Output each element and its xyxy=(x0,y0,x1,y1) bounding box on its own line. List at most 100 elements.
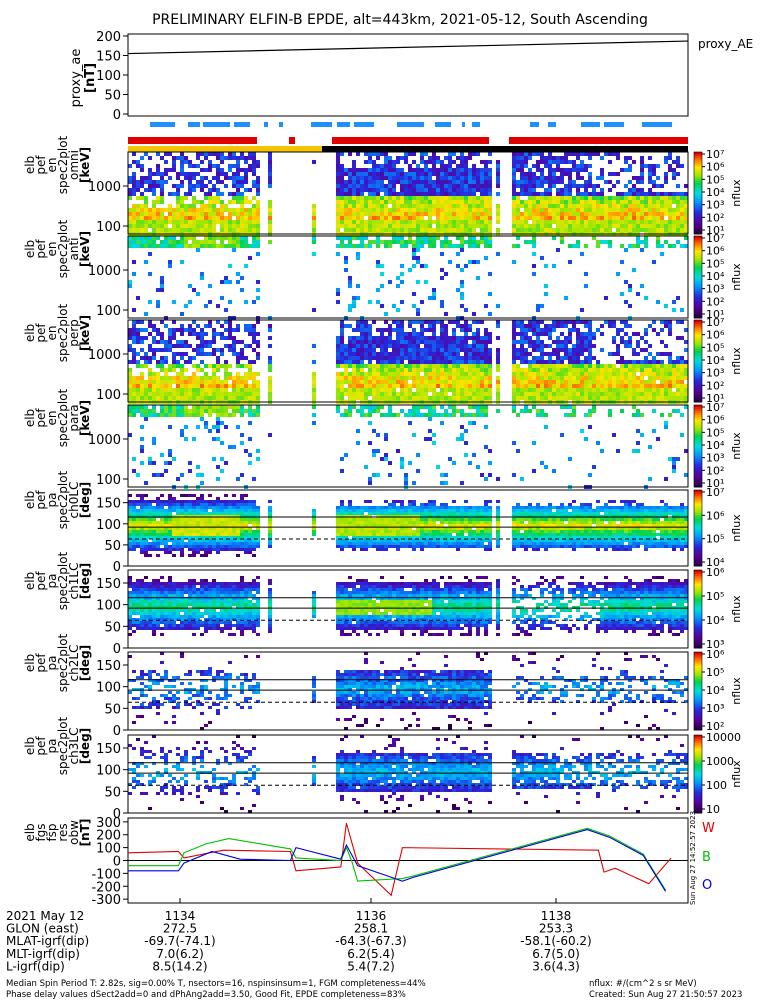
spectrogram-cell xyxy=(416,453,420,457)
spectrogram-cell xyxy=(556,364,560,368)
spectrogram-cell xyxy=(376,264,380,268)
panel-ylabel-line: [keV] xyxy=(78,231,92,267)
spectrogram-cell xyxy=(236,360,240,364)
spectrogram-cell xyxy=(484,409,488,413)
spectrogram-cell xyxy=(208,168,212,172)
spectrogram-cell xyxy=(464,336,468,340)
spectrogram-cell xyxy=(580,196,584,200)
spectrogram-cell xyxy=(556,356,560,360)
spectrogram-cell xyxy=(612,368,616,372)
spectrogram-cell xyxy=(204,352,208,356)
spectrogram-cell xyxy=(456,180,460,184)
spectrogram-cell xyxy=(472,340,476,344)
spectrogram-cell xyxy=(236,384,240,388)
spectrogram-cell xyxy=(352,372,356,376)
spectrogram-cell xyxy=(172,360,176,364)
spectrogram-cell xyxy=(340,364,344,368)
spectrogram-cell xyxy=(180,184,184,188)
spectrogram-cell xyxy=(452,405,456,409)
spectrogram-cell xyxy=(528,152,532,156)
spectrogram-cell xyxy=(164,368,168,372)
spectrogram-cell xyxy=(252,380,256,384)
spectrogram-cell xyxy=(372,208,376,212)
spectrogram-cell xyxy=(536,413,540,417)
spectrogram-cell xyxy=(200,409,204,413)
spectrogram-cell xyxy=(440,392,444,396)
spectrogram-cell xyxy=(568,204,572,208)
spectrogram-cell xyxy=(632,268,636,272)
spectrogram-cell xyxy=(452,228,456,232)
spectrogram-cell xyxy=(516,356,520,360)
spectrogram-cell xyxy=(348,356,352,360)
spectrogram-cell xyxy=(564,388,568,392)
spectrogram-cell xyxy=(400,244,404,248)
spectrogram-cell xyxy=(232,248,236,252)
spectrogram-cell xyxy=(416,396,420,400)
spectrogram-cell xyxy=(468,364,472,368)
spectrogram-cell xyxy=(336,216,340,220)
spectrogram-cell xyxy=(532,212,536,216)
spectrogram-cell xyxy=(152,384,156,388)
spectrogram-cell xyxy=(484,172,488,176)
spectrogram-cell xyxy=(596,228,600,232)
spectrogram-cell xyxy=(548,224,552,228)
spectrogram-cell xyxy=(172,380,176,384)
spectrogram-cell xyxy=(464,368,468,372)
spectrogram-cell xyxy=(572,200,576,204)
spectrogram-cell xyxy=(228,320,232,324)
spectrogram-cell xyxy=(204,324,208,328)
spectrogram-cell xyxy=(372,344,376,348)
spectrogram-cell xyxy=(400,328,404,332)
spectrogram-cell xyxy=(524,228,528,232)
spectrogram-cell xyxy=(444,344,448,348)
spectrogram-cell xyxy=(476,320,480,324)
spectrogram-cell xyxy=(560,200,564,204)
spectrogram-cell xyxy=(368,364,372,368)
spectrogram-cell xyxy=(532,396,536,400)
spectrogram-cell xyxy=(668,216,672,220)
spectrogram-cell xyxy=(388,188,392,192)
spectrogram-cell xyxy=(176,405,180,409)
spectrogram-cell xyxy=(172,212,176,216)
spectrogram-cell xyxy=(460,188,464,192)
spectrogram-cell xyxy=(664,388,668,392)
spectrogram-cell xyxy=(648,372,652,376)
spectrogram-cell xyxy=(184,228,188,232)
spectrogram-cell xyxy=(540,208,544,212)
spectrogram-cell xyxy=(312,204,316,208)
spectrogram-cell xyxy=(340,224,344,228)
spectrogram-cell xyxy=(408,196,412,200)
spectrogram-cell xyxy=(380,212,384,216)
spectrogram-cell xyxy=(664,224,668,228)
spectrogram-cell xyxy=(476,340,480,344)
spectrogram-cell xyxy=(588,392,592,396)
spectrogram-cell xyxy=(236,172,240,176)
spectrogram-cell xyxy=(268,388,272,392)
spectrogram-cell xyxy=(448,160,452,164)
spectrogram-cell xyxy=(204,340,208,344)
spectrogram-cell xyxy=(240,380,244,384)
spectrogram-cell xyxy=(220,152,224,156)
spectrogram-cell xyxy=(568,348,572,352)
spectrogram-cell xyxy=(388,156,392,160)
spectrogram-cell xyxy=(448,360,452,364)
spectrogram-cell xyxy=(420,405,424,409)
spectrogram-cell xyxy=(148,324,152,328)
spectrogram-cell xyxy=(368,392,372,396)
spectrogram-cell xyxy=(156,152,160,156)
spectrogram-cell xyxy=(580,216,584,220)
spectrogram-cell xyxy=(652,368,656,372)
spectrogram-cell xyxy=(464,240,468,244)
spectrogram-cell xyxy=(396,360,400,364)
spectrogram-cell xyxy=(524,240,528,244)
spectrogram-cell xyxy=(528,409,532,413)
spectrogram-cell xyxy=(640,372,644,376)
blue-segment xyxy=(604,122,624,127)
spectrogram-cell xyxy=(592,405,596,409)
spectrogram-cell xyxy=(396,212,400,216)
spectrogram-cell xyxy=(380,332,384,336)
spectrogram-cell xyxy=(140,168,144,172)
spectrogram-cell xyxy=(456,396,460,400)
spectrogram-cell xyxy=(412,184,416,188)
spectrogram-cell xyxy=(488,224,492,228)
